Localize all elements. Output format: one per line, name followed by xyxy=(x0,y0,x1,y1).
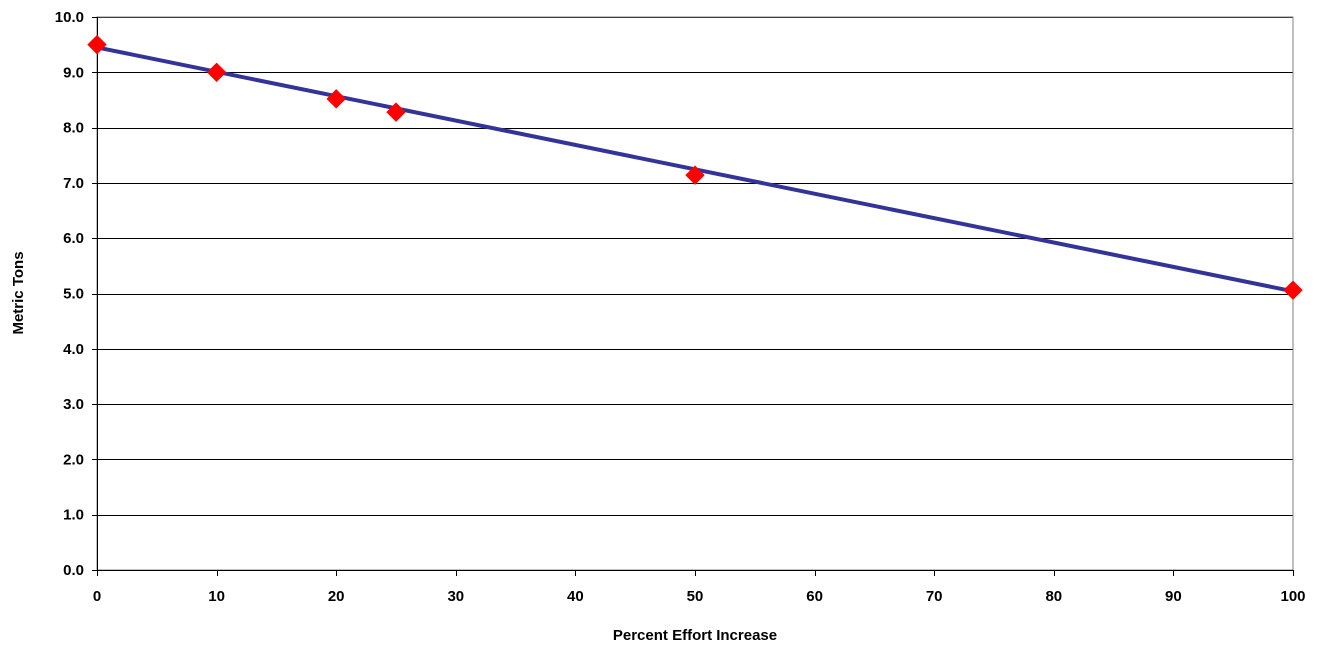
axes xyxy=(92,17,1294,576)
y-tick-label-7: 7.0 xyxy=(63,175,84,192)
tick-labels: 0.0 1.0 2.0 3.0 4.0 5.0 6.0 7.0 8.0 9.0 10.0 0 10 20 3… xyxy=(55,9,1306,605)
x-tick-label-7: 70 xyxy=(926,588,943,605)
data-points xyxy=(87,34,1303,300)
x-tick-label-3: 30 xyxy=(447,588,464,605)
data-point-0 xyxy=(87,34,107,55)
data-point-5 xyxy=(1283,280,1303,300)
x-axis-title: Percent Effort Increase xyxy=(613,627,777,644)
data-point-2 xyxy=(326,89,346,109)
x-tick-label-8: 80 xyxy=(1045,588,1062,605)
data-point-4 xyxy=(685,165,705,185)
y-tick-label-10: 10.0 xyxy=(55,9,84,26)
y-tick-label-3: 3.0 xyxy=(63,396,84,413)
x-tick-label-5: 50 xyxy=(687,588,704,605)
y-tick-label-1: 1.0 xyxy=(63,507,84,524)
grid-lines xyxy=(97,17,1293,516)
x-tick-label-1: 10 xyxy=(208,588,225,605)
x-tick-label-6: 60 xyxy=(806,588,823,605)
y-tick-label-4: 4.0 xyxy=(63,341,84,358)
y-tick-label-0: 0.0 xyxy=(63,562,84,579)
y-tick-label-2: 2.0 xyxy=(63,451,84,468)
y-tick-label-8: 8.0 xyxy=(63,120,84,137)
y-tick-label-5: 5.0 xyxy=(63,286,84,303)
data-point-1 xyxy=(206,62,227,83)
x-tick-label-10: 100 xyxy=(1280,588,1305,605)
x-tick-label-9: 90 xyxy=(1165,588,1182,605)
y-tick-label-6: 6.0 xyxy=(63,230,84,247)
plot-frame xyxy=(96,16,1294,571)
x-tick-label-0: 0 xyxy=(93,588,101,605)
x-tick-label-2: 20 xyxy=(328,588,345,605)
data-point-3 xyxy=(386,102,406,122)
y-tick-label-9: 9.0 xyxy=(63,64,84,81)
y-axis-title: Metric Tons xyxy=(10,251,27,334)
x-tick-label-4: 40 xyxy=(567,588,584,605)
